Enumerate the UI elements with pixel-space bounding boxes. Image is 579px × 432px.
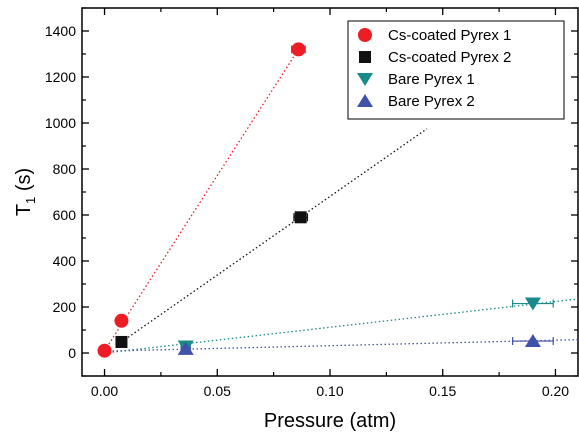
fit-line [104,298,579,354]
y-axis-title-unit: (s) [13,168,35,197]
legend: Cs-coated Pyrex 1 Cs-coated Pyrex 2 Bare P… [347,20,565,120]
y-tick-label: 800 [53,161,77,177]
y-axis-title: T1 (s) [13,168,38,216]
legend-label: Cs-coated Pyrex 1 [388,27,511,44]
fit-line [104,339,579,352]
x-tick-label: 0.10 [316,383,343,399]
legend-box [347,20,565,120]
y-tick-label: 0 [68,345,76,361]
x-tick-label: 0.00 [91,383,118,399]
data-point [97,343,112,358]
x-axis-title: Pressure (atm) [264,410,396,432]
x-tick-label: 0.15 [429,383,456,399]
legend-marker [358,28,372,42]
data-point [114,313,129,328]
legend-label: Bare Pyrex 2 [388,93,475,110]
data-point [177,341,194,355]
data-point [524,297,541,311]
legend-marker [357,73,373,86]
y-axis-title-main: T [13,204,35,216]
fit-line [103,49,299,352]
data-point [115,335,128,348]
fit-lines [103,49,579,354]
x-tick-label: 0.05 [204,383,231,399]
data-point [291,42,306,57]
data-point [294,211,307,224]
data-point [524,334,541,348]
legend-marker [359,51,371,63]
y-tick-label: 1200 [45,69,76,85]
y-tick-label: 1400 [45,23,76,39]
axis-ticks: 0.00 0.05 0.10 0.15 0.20 0 200 400 600 800 1000 120… [45,7,578,399]
data-markers [97,42,541,358]
y-tick-label: 1000 [45,115,76,131]
x-tick-label: 0.20 [542,383,569,399]
y-tick-label: 400 [53,253,77,269]
y-axis-title-subscript: 1 [23,197,38,204]
legend-marker [357,94,373,107]
y-tick-label: 200 [53,299,77,315]
legend-label: Cs-coated Pyrex 2 [388,49,511,66]
legend-label: Bare Pyrex 1 [388,71,475,88]
y-tick-label: 600 [53,207,77,223]
fit-line [121,128,428,343]
